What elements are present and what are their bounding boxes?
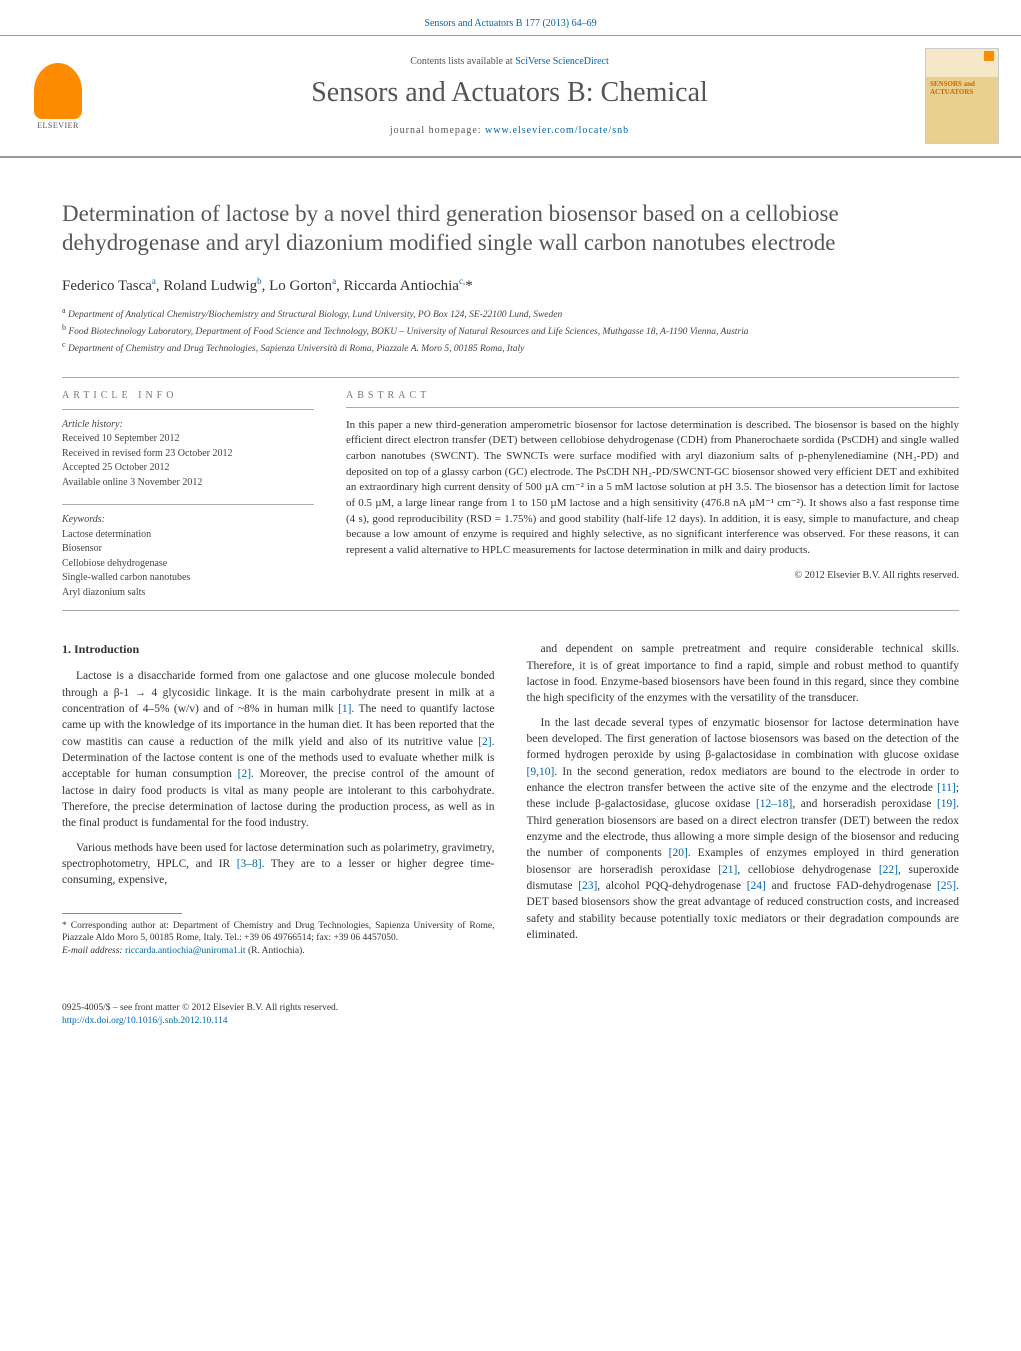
journal-title: Sensors and Actuators B: Chemical [94, 77, 925, 109]
footer-copyright: 0925-4005/$ – see front matter © 2012 El… [62, 1002, 959, 1015]
elsevier-tree-icon [34, 63, 82, 119]
homepage-link[interactable]: www.elsevier.com/locate/snb [485, 125, 629, 136]
contents-prefix: Contents lists available at [410, 56, 515, 67]
history-label: Article history: [62, 419, 123, 430]
contents-line: Contents lists available at SciVerse Sci… [94, 56, 925, 67]
rule-top [62, 377, 959, 378]
running-head: Sensors and Actuators B 177 (2013) 64–69 [0, 0, 1021, 35]
page-footer: 0925-4005/$ – see front matter © 2012 El… [0, 988, 1021, 1056]
keywords-label: Keywords: [62, 514, 105, 525]
corresponding-email-link[interactable]: riccarda.antiochia@uniroma1.it [125, 946, 246, 956]
article-title: Determination of lactose by a novel thir… [62, 200, 959, 258]
homepage-prefix: journal homepage: [390, 125, 485, 136]
body-col-left: 1. Introduction Lactose is a disaccharid… [62, 641, 495, 958]
body-paragraph: Various methods have been used for lacto… [62, 840, 495, 889]
elsevier-label: ELSEVIER [37, 121, 79, 130]
body-columns: 1. Introduction Lactose is a disaccharid… [62, 641, 959, 958]
journal-cover-thumb: SENSORS and ACTUATORS [925, 48, 999, 144]
sciencedirect-link[interactable]: SciVerse ScienceDirect [515, 56, 609, 67]
doi-link[interactable]: http://dx.doi.org/10.1016/j.snb.2012.10.… [62, 1016, 227, 1026]
article-info-label: article info [62, 382, 314, 407]
article-info-column: article info Article history: Received 1… [62, 382, 314, 601]
email-label: E-mail address: [62, 946, 125, 956]
body-col-right: and dependent on sample pretreatment and… [527, 641, 960, 958]
abstract-copyright: © 2012 Elsevier B.V. All rights reserved… [346, 570, 959, 581]
keywords-block: Keywords: Lactose determinationBiosensor… [62, 513, 314, 600]
corresponding-footnote: * Corresponding author at: Department of… [62, 920, 495, 958]
abstract-text: In this paper a new third-generation amp… [346, 416, 959, 558]
email-suffix: (R. Antiochia). [246, 946, 305, 956]
authors: Federico Tascaa, Roland Ludwigb, Lo Gort… [62, 276, 959, 295]
rule-bottom [62, 610, 959, 611]
article-area: Determination of lactose by a novel thir… [0, 158, 1021, 988]
abstract-label: abstract [346, 382, 959, 407]
cover-label: SENSORS and ACTUATORS [930, 81, 975, 96]
masthead: ELSEVIER Contents lists available at Sci… [0, 35, 1021, 158]
rule-info-2 [62, 504, 314, 505]
info-row: article info Article history: Received 1… [62, 382, 959, 601]
corresponding-text: * Corresponding author at: Department of… [62, 920, 495, 946]
abstract-column: abstract In this paper a new third-gener… [346, 382, 959, 601]
body-paragraph: Lactose is a disaccharide formed from on… [62, 668, 495, 831]
rule-abs [346, 407, 959, 408]
elsevier-logo: ELSEVIER [22, 52, 94, 140]
masthead-center: Contents lists available at SciVerse Sci… [94, 56, 925, 136]
affiliations: a Department of Analytical Chemistry/Bio… [62, 305, 959, 357]
article-history: Article history: Received 10 September 2… [62, 418, 314, 491]
cover-label-2: ACTUATORS [930, 88, 973, 96]
body-paragraph: and dependent on sample pretreatment and… [527, 641, 960, 706]
cover-accent-icon [984, 51, 994, 61]
rule-info-1 [62, 409, 314, 410]
body-paragraph: In the last decade several types of enzy… [527, 715, 960, 944]
footnote-separator [62, 913, 182, 914]
section-heading-intro: 1. Introduction [62, 641, 495, 658]
homepage-line: journal homepage: www.elsevier.com/locat… [94, 125, 925, 136]
